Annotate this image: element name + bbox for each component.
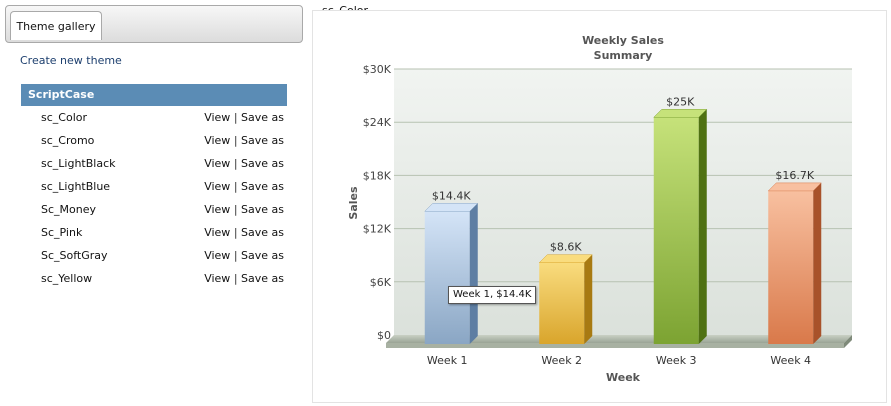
theme-row: Sc_SoftGray View | Save as bbox=[41, 246, 287, 269]
bar-value-label: $25K bbox=[666, 95, 695, 108]
view-link[interactable]: View bbox=[204, 111, 231, 124]
chart-subtitle: Summary bbox=[594, 49, 653, 62]
bar-side bbox=[698, 109, 707, 344]
bar-side bbox=[813, 182, 822, 344]
bar bbox=[539, 262, 585, 344]
x-axis-label: Week bbox=[606, 371, 641, 384]
theme-name: Sc_Pink bbox=[41, 226, 83, 239]
action-separator: | bbox=[233, 111, 238, 124]
action-separator: | bbox=[233, 249, 238, 262]
bar bbox=[653, 117, 699, 344]
bar-side bbox=[469, 203, 478, 344]
y-tick-label: $6K bbox=[370, 276, 392, 289]
theme-actions: View | Save as bbox=[204, 246, 284, 266]
bar-value-label: $16.7K bbox=[775, 169, 814, 182]
x-tick-label: Week 3 bbox=[656, 354, 697, 367]
y-tick-label: $0 bbox=[377, 329, 391, 342]
y-tick-label: $18K bbox=[363, 169, 392, 182]
action-separator: | bbox=[233, 180, 238, 193]
save-as-link[interactable]: Save as bbox=[241, 134, 284, 147]
theme-name: sc_LightBlue bbox=[41, 180, 111, 193]
theme-name: Sc_Money bbox=[41, 203, 96, 216]
theme-row: sc_Cromo View | Save as bbox=[41, 131, 287, 154]
chart-floor-front bbox=[386, 343, 844, 348]
chart-floor bbox=[386, 335, 852, 343]
bar-side bbox=[584, 254, 593, 344]
save-as-link[interactable]: Save as bbox=[241, 226, 284, 239]
view-link[interactable]: View bbox=[204, 134, 231, 147]
view-link[interactable]: View bbox=[204, 272, 231, 285]
theme-list: sc_Color View | Save as sc_Cromo View | Sav… bbox=[41, 108, 287, 292]
save-as-link[interactable]: Save as bbox=[241, 272, 284, 285]
theme-actions: View | Save as bbox=[204, 131, 284, 151]
create-new-theme-link[interactable]: Create new theme bbox=[20, 54, 122, 67]
theme-name: Sc_SoftGray bbox=[41, 249, 108, 262]
view-link[interactable]: View bbox=[204, 157, 231, 170]
theme-name: sc_Cromo bbox=[41, 134, 95, 147]
theme-row: sc_Color View | Save as bbox=[41, 108, 287, 131]
view-link[interactable]: View bbox=[204, 249, 231, 262]
theme-row: Sc_Money View | Save as bbox=[41, 200, 287, 223]
y-tick-label: $24K bbox=[363, 116, 392, 129]
chart-floor-side bbox=[844, 335, 852, 348]
y-axis-label: Sales bbox=[347, 186, 360, 220]
theme-actions: View | Save as bbox=[204, 269, 284, 289]
theme-name: sc_Color bbox=[41, 111, 87, 124]
chart-tooltip: Week 1, $14.4K bbox=[448, 286, 537, 304]
action-separator: | bbox=[233, 226, 238, 239]
theme-actions: View | Save as bbox=[204, 177, 284, 197]
theme-row: sc_LightBlack View | Save as bbox=[41, 154, 287, 177]
theme-name: sc_LightBlack bbox=[41, 157, 116, 170]
bar-value-label: $8.6K bbox=[550, 241, 582, 254]
chart-title: Weekly Sales bbox=[582, 34, 664, 47]
theme-row: sc_LightBlue View | Save as bbox=[41, 177, 287, 200]
theme-actions: View | Save as bbox=[204, 200, 284, 220]
theme-actions: View | Save as bbox=[204, 154, 284, 174]
theme-gallery-header: Theme gallery bbox=[5, 5, 303, 43]
view-link[interactable]: View bbox=[204, 226, 231, 239]
tab-theme-gallery[interactable]: Theme gallery bbox=[10, 11, 102, 40]
save-as-link[interactable]: Save as bbox=[241, 157, 284, 170]
bar bbox=[768, 190, 814, 344]
action-separator: | bbox=[233, 203, 238, 216]
theme-name: sc_Yellow bbox=[41, 272, 93, 285]
theme-row: sc_Yellow View | Save as bbox=[41, 269, 287, 292]
save-as-link[interactable]: Save as bbox=[241, 249, 284, 262]
bar-top bbox=[424, 203, 479, 212]
x-tick-label: Week 1 bbox=[427, 354, 468, 367]
y-tick-label: $12K bbox=[363, 223, 392, 236]
save-as-link[interactable]: Save as bbox=[241, 203, 284, 216]
action-separator: | bbox=[233, 134, 238, 147]
theme-row: Sc_Pink View | Save as bbox=[41, 223, 287, 246]
action-separator: | bbox=[233, 157, 238, 170]
view-link[interactable]: View bbox=[204, 180, 231, 193]
y-tick-label: $30K bbox=[363, 63, 392, 76]
bar-top bbox=[767, 182, 822, 192]
bar bbox=[424, 211, 470, 344]
x-tick-label: Week 2 bbox=[541, 354, 582, 367]
bar-value-label: $14.4K bbox=[432, 189, 471, 202]
theme-group-header: ScriptCase bbox=[21, 84, 287, 106]
theme-actions: View | Save as bbox=[204, 108, 284, 128]
save-as-link[interactable]: Save as bbox=[241, 180, 284, 193]
save-as-link[interactable]: Save as bbox=[241, 111, 284, 124]
view-link[interactable]: View bbox=[204, 203, 231, 216]
bar-top bbox=[538, 254, 593, 263]
bar-top bbox=[653, 109, 708, 118]
theme-actions: View | Save as bbox=[204, 223, 284, 243]
x-tick-label: Week 4 bbox=[770, 354, 811, 367]
action-separator: | bbox=[233, 272, 238, 285]
